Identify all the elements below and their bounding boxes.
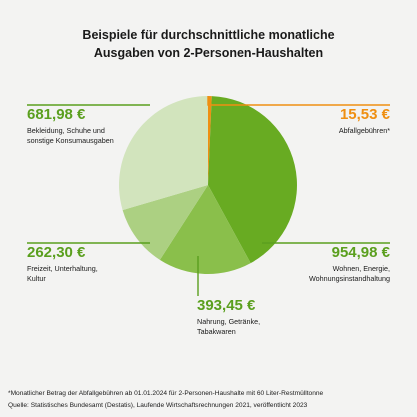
category-wohnen-line-1: Wohnen, Energie, [332,264,390,273]
label-abfallgebuehren: 15,53 € Abfallgebühren* [339,106,390,136]
value-nahrung: 393,45 € [197,297,256,314]
chart-title-line-1: Beispiele für durchschnittliche monatlic… [82,28,335,42]
category-abfallgebuehren: Abfallgebühren* [338,126,390,135]
label-bekleidung: 681,98 € Bekleidung, Schuhe und sonstige… [27,106,114,146]
category-wohnen-line-2: Wohnungsinstandhaltung [309,274,390,283]
pie-slice-freizeit [122,185,208,260]
footnote: *Monatlicher Betrag der Abfallgebühren a… [8,390,324,397]
category-bekleidung-line-2: sonstige Konsumausgaben [27,136,114,145]
label-nahrung: 393,45 € Nahrung, Getränke, Tabakwaren [197,297,260,337]
value-abfallgebuehren: 15,53 € [339,106,390,123]
leader-line-abfallgebuehren [207,96,390,106]
label-freizeit: 262,30 € Freizeit, Unterhaltung, Kultur [27,244,98,284]
pie-slice-abfallgebuehren [208,96,212,185]
category-nahrung-line-1: Nahrung, Getränke, [197,317,261,326]
category-freizeit-line-2: Kultur [27,274,46,283]
category-freizeit-line-1: Freizeit, Unterhaltung, [27,264,98,273]
value-freizeit: 262,30 € [27,244,86,261]
category-nahrung-line-2: Tabakwaren [197,327,236,336]
source-note: Quelle: Statistisches Bundesamt (Destati… [8,402,308,409]
value-wohnen: 954,98 € [331,244,390,261]
chart-title: Beispiele für durchschnittliche monatlic… [0,26,417,62]
pie-slice-nahrung [159,185,251,274]
label-wohnen: 954,98 € Wohnen, Energie, Wohnungsinstan… [309,244,390,284]
pie-slice-bekleidung [119,96,208,211]
value-bekleidung: 681,98 € [27,106,86,123]
category-bekleidung-line-1: Bekleidung, Schuhe und [27,126,105,135]
chart-title-line-2: Ausgaben von 2-Personen-Haushalten [93,46,324,60]
pie-slice-wohnen [208,96,297,264]
